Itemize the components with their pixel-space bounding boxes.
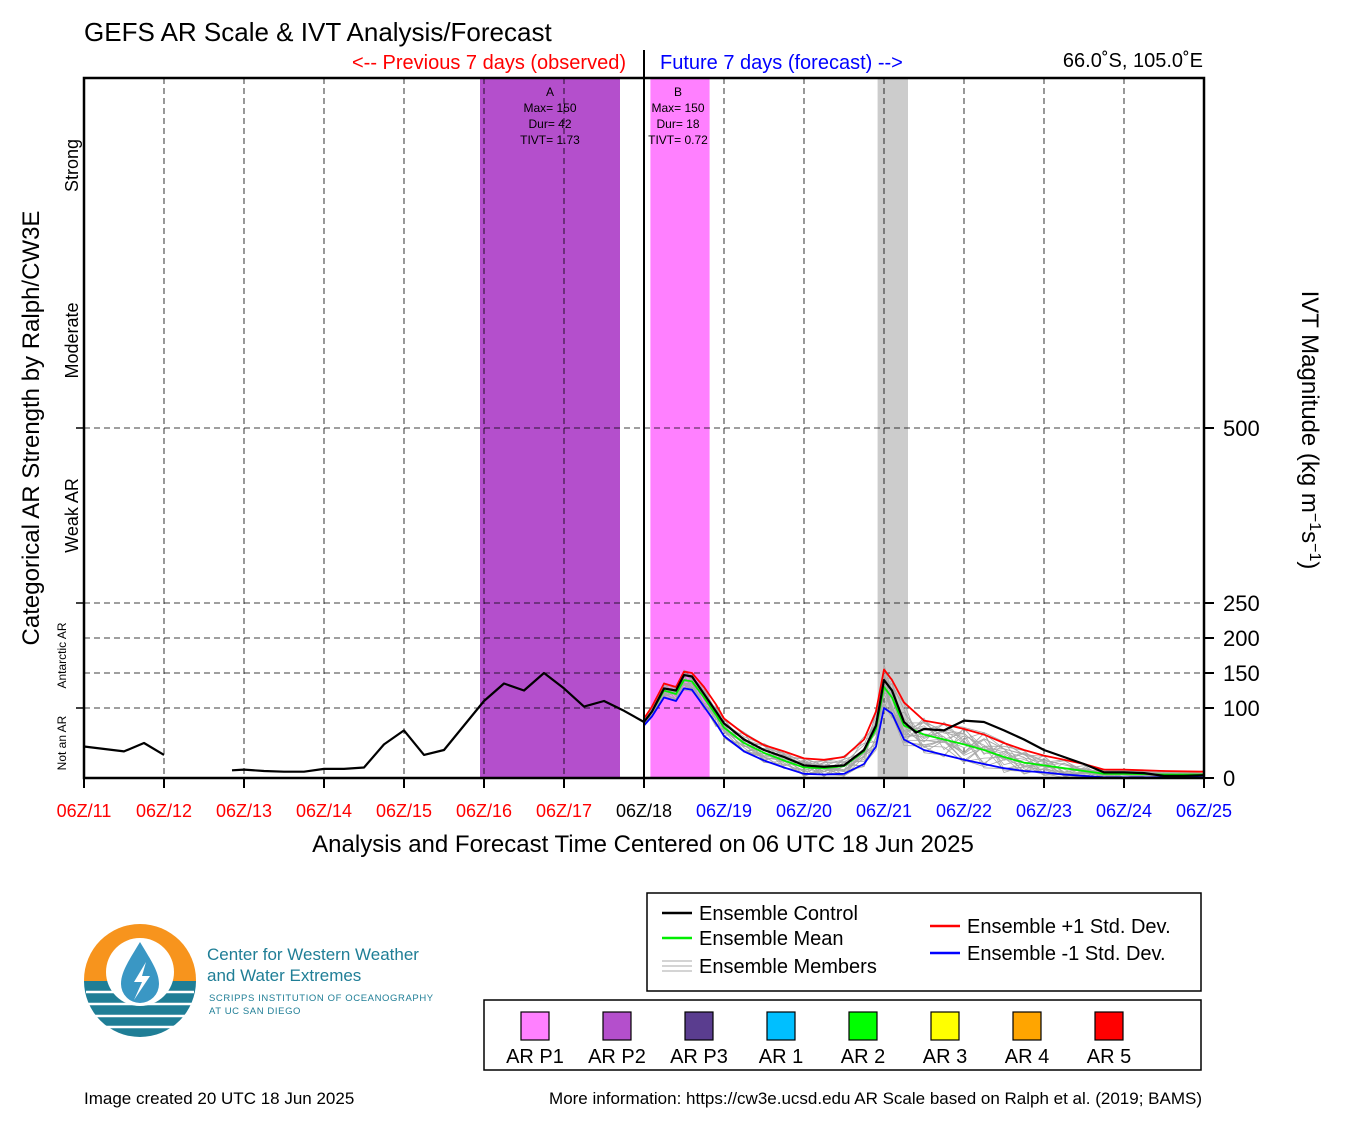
ar-scale-label: AR P3 [670,1046,728,1068]
x-tick-label: 06Z/13 [216,801,272,821]
series-lines [83,668,1205,779]
line-legend: Ensemble Control Ensemble Mean Ensemble Me… [662,903,1171,978]
ar-scale-label: AR P2 [588,1046,646,1068]
event-b-annotation: B [674,85,682,99]
x-tick-label: 06Z/14 [296,801,352,821]
event-annotations: A Max= 150 Dur= 42 TIVT= 1.73 B Max= 150 Dur= … [520,85,708,147]
ar-scale-label: AR 1 [759,1046,803,1068]
y-tick-label: 0 [1223,766,1235,791]
x-tick-label: 06Z/24 [1096,801,1152,821]
category-label: Antarctic AR [55,622,69,688]
x-tick-label: 06Z/16 [456,801,512,821]
category-labels: Not an AR Antarctic AR Weak AR Moderate Stro… [55,139,84,770]
observed-label: <-- Previous 7 days (observed) [352,52,626,74]
x-tick-label: 06Z/25 [1176,801,1232,821]
ar-scale-label: AR 2 [841,1046,885,1068]
category-label: Not an AR [55,715,69,770]
ar-scale-swatch [766,1011,796,1041]
ar-scale-swatch [930,1011,960,1041]
logo-line-1: Center for Western Weather [207,945,419,964]
x-tick-label: 06Z/18 [616,801,672,821]
right-axis-label: IVT Magnitude (kg m−1s−1) [1296,291,1324,570]
legend-label: Ensemble Mean [699,928,844,950]
line-legend-box [646,892,1202,992]
ar-scale-label: AR 3 [923,1046,967,1068]
forecast-label: Future 7 days (forecast) --> [660,52,903,74]
category-label: Weak AR [62,478,82,553]
left-axis-label: Categorical AR Strength by Ralph/CW3E [18,211,45,646]
ensemble-1-std-dev--line [643,687,1204,779]
more-info-text: More information: https://cw3e.ucsd.edu … [549,1089,1202,1108]
x-tick-label: 06Z/23 [1016,801,1072,821]
forecast-gray-band [877,78,908,778]
category-label: Moderate [62,302,82,378]
location-label: 66.0˚S, 105.0˚E [1063,50,1203,72]
ensemble-1-std-dev--line [643,668,1205,773]
category-label: Strong [62,139,82,192]
ar-scale-swatch [848,1011,878,1041]
y-tick-label: 200 [1223,626,1260,651]
event-b-annotation: Max= 150 [651,101,704,115]
legend-label: Ensemble +1 Std. Dev. [967,916,1171,938]
x-tick-label: 06Z/17 [536,801,592,821]
x-tick-label: 06Z/11 [57,801,112,821]
event-a-annotation: Max= 150 [523,101,576,115]
ensemble-control-line [231,671,645,773]
legend-label: Ensemble Members [699,956,877,978]
ar-scale-label: AR 4 [1005,1046,1049,1068]
x-tick-label: 06Z/19 [696,801,752,821]
logo-line-3: SCRIPPS INSTITUTION OF OCEANOGRAPHY [209,993,434,1004]
y-tick-label: 500 [1223,416,1260,441]
ar-scale-swatch [1094,1011,1124,1041]
event-a-annotation: A [546,85,554,99]
logo-line-4: AT UC SAN DIEGO [209,1006,301,1017]
x-tick-label: 06Z/22 [936,801,992,821]
ar-scale-legend: AR P1 AR P2 AR P3 AR 1 AR 2 AR 3 AR 4 AR 5 [506,1011,1131,1068]
y-tick-label: 250 [1223,591,1260,616]
logo-line-2: and Water Extremes [207,966,361,985]
y-tick-label: 150 [1223,661,1260,686]
x-tick-label: 06Z/20 [776,801,832,821]
ar-scale-swatch [1012,1011,1042,1041]
x-tick-label: 06Z/15 [376,801,432,821]
ar-scale-swatch [520,1011,550,1041]
created-timestamp: Image created 20 UTC 18 Jun 2025 [84,1089,354,1108]
ensemble-control-line [643,673,1205,778]
x-axis-label: Analysis and Forecast Time Centered on 0… [312,831,974,858]
ensemble-mean-line [643,679,1204,776]
x-tick-label: 06Z/12 [136,801,192,821]
ensemble-control-line [83,741,165,756]
event-b-annotation: TIVT= 0.72 [648,133,708,147]
cw3e-logo: Center for Western Weather and Water Ext… [84,924,434,1037]
ar-scale-label: AR 5 [1087,1046,1131,1068]
chart-title: GEFS AR Scale & IVT Analysis/Forecast [84,17,552,47]
lightning-icon [134,962,150,1000]
x-axis-ticks: 06Z/11 06Z/12 06Z/13 06Z/14 06Z/15 06Z/16 06Z/… [57,778,1232,821]
ar-scale-swatch [602,1011,632,1041]
logo-water-half [84,981,196,1037]
event-a-annotation: Dur= 42 [528,117,571,131]
event-b-annotation: Dur= 18 [656,117,699,131]
ar-scale-swatch [684,1011,714,1041]
legend-label: Ensemble Control [699,903,858,925]
event-a-annotation: TIVT= 1.73 [520,133,580,147]
ar-scale-label: AR P1 [506,1046,564,1068]
y-axis-ticks: 0 100 150 200 250 500 [1204,416,1260,791]
y-tick-label: 100 [1223,696,1260,721]
x-tick-label: 06Z/21 [856,801,912,821]
legend-label: Ensemble -1 Std. Dev. [967,943,1166,965]
